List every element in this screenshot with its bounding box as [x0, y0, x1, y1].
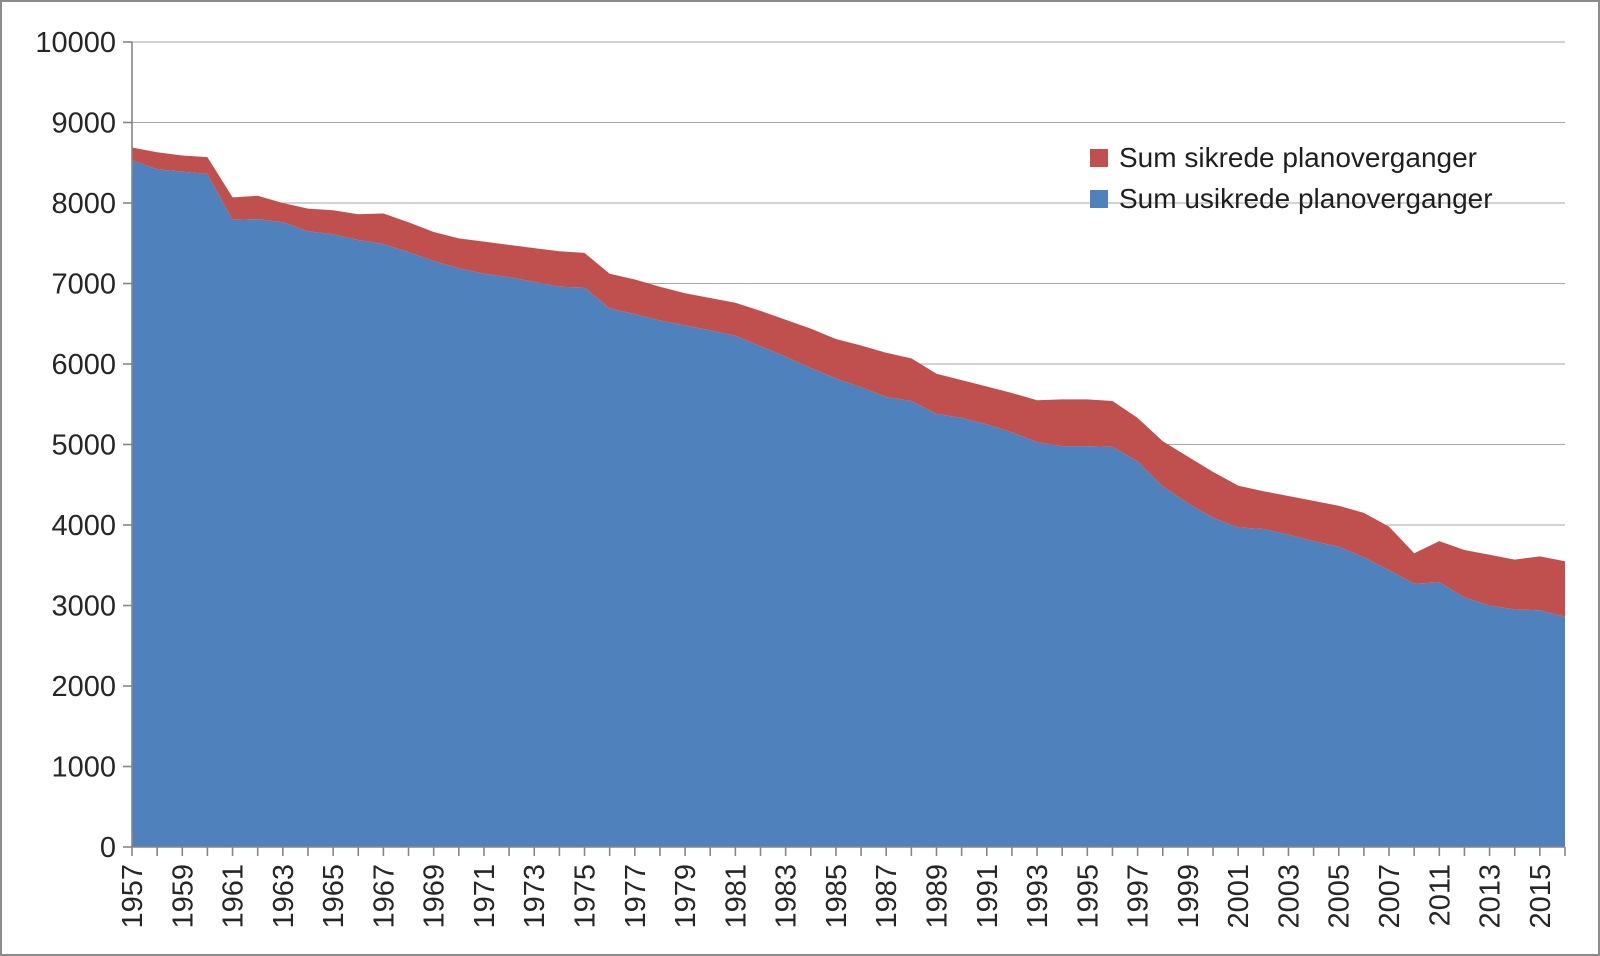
chart-legend: Sum sikrede planoverganger Sum usikrede … [1090, 144, 1493, 213]
x-tick-label: 2011 [1424, 864, 1456, 926]
x-tick-label: 1957 [117, 864, 149, 929]
legend-swatch-usikrede [1090, 190, 1108, 208]
y-tick-label: 6000 [51, 349, 116, 381]
x-tick-label: 2013 [1475, 864, 1507, 929]
x-tick-label: 1981 [720, 864, 752, 929]
x-tick-label: 1993 [1022, 864, 1054, 929]
x-tick-label: 1987 [871, 864, 903, 929]
legend-label-sikrede: Sum sikrede planoverganger [1119, 142, 1477, 173]
legend-label-usikrede: Sum usikrede planoverganger [1119, 183, 1493, 214]
area-sum-usikrede [132, 160, 1565, 848]
x-tick-label: 2015 [1525, 864, 1557, 929]
x-tick-label: 1979 [670, 864, 702, 929]
x-tick-label: 1989 [921, 864, 953, 929]
x-tick-label: 1971 [469, 864, 501, 929]
y-tick-label: 8000 [51, 188, 116, 220]
x-tick-label: 1977 [620, 864, 652, 929]
x-tick-label: 2005 [1324, 864, 1356, 929]
x-tick-label: 1967 [368, 864, 400, 929]
y-tick-label: 0 [100, 832, 116, 864]
x-tick-label: 2007 [1374, 864, 1406, 929]
y-tick-label: 5000 [51, 430, 116, 462]
x-tick-label: 1983 [771, 864, 803, 929]
x-tick-label: 1973 [519, 864, 551, 929]
y-tick-label: 9000 [51, 108, 116, 140]
x-tick-label: 1975 [570, 864, 602, 929]
x-tick-label: 2001 [1223, 864, 1255, 929]
x-tick-label: 1963 [268, 864, 300, 929]
x-tick-label: 1961 [218, 864, 250, 929]
y-tick-label: 2000 [51, 671, 116, 703]
x-tick-label: 1969 [419, 864, 451, 929]
x-tick-label: 1999 [1173, 864, 1205, 929]
x-tick-label: 1965 [318, 864, 350, 929]
y-tick-label: 1000 [51, 752, 116, 784]
x-tick-label: 2003 [1273, 864, 1305, 929]
legend-item-usikrede: Sum usikrede planoverganger [1090, 185, 1493, 213]
y-tick-label: 7000 [51, 269, 116, 301]
legend-swatch-sikrede [1090, 149, 1108, 167]
y-tick-label: 10000 [35, 27, 116, 59]
legend-item-sikrede: Sum sikrede planoverganger [1090, 144, 1493, 172]
area-sum-sikrede [132, 147, 1565, 617]
x-tick-label: 1995 [1072, 864, 1104, 929]
x-tick-label: 1991 [972, 864, 1004, 929]
y-tick-label: 4000 [51, 510, 116, 542]
y-tick-label: 3000 [51, 591, 116, 623]
x-tick-label: 1997 [1123, 864, 1155, 929]
x-tick-label: 1985 [821, 864, 853, 929]
x-tick-label: 1959 [167, 864, 199, 929]
